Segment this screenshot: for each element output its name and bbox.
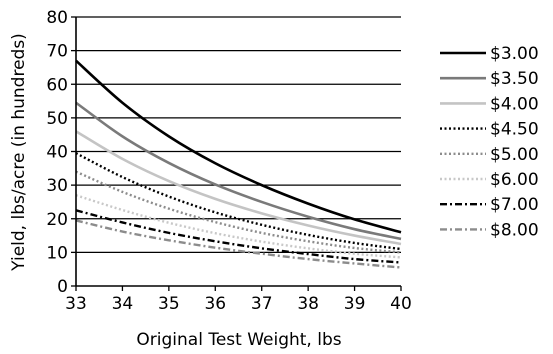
x-tick-label-39: 39	[344, 294, 366, 314]
y-tick-label-60: 60	[46, 75, 68, 95]
series-lines	[75, 59, 402, 269]
y-tick-label-50: 50	[46, 109, 68, 129]
x-tick-label-36: 36	[204, 294, 226, 314]
series-line-6	[75, 209, 402, 264]
y-tick-label-40: 40	[46, 143, 68, 163]
x-tick-label-37: 37	[251, 294, 273, 314]
legend-label-0: $3.00	[490, 44, 539, 64]
legend-label-6: $7.00	[490, 195, 539, 215]
y-tick-labels: 0 10 20 30 40 50 60 70 80	[46, 8, 68, 297]
legend-label-1: $3.50	[490, 69, 539, 89]
series-line-1	[75, 101, 402, 241]
x-tick-label-35: 35	[158, 294, 180, 314]
y-axis-label: Yield, lbs/acre (in hundreds)	[9, 33, 29, 272]
x-axis-label: Original Test Weight, lbs	[136, 330, 341, 350]
x-tick-label-40: 40	[390, 294, 412, 314]
axes	[71, 16, 402, 291]
x-tick-label-38: 38	[297, 294, 319, 314]
legend-label-2: $4.00	[490, 94, 539, 114]
series-line-3	[75, 152, 402, 251]
x-tick-label-33: 33	[65, 294, 87, 314]
series-line-0	[75, 59, 402, 234]
y-tick-label-30: 30	[46, 176, 68, 196]
legend: $3.00 $3.50 $4.00 $4.50 $5.00 $6.00 $7.00 $8.00	[440, 44, 539, 240]
legend-label-4: $5.00	[490, 145, 539, 165]
series-line-5	[75, 194, 402, 259]
series-line-4	[75, 170, 402, 254]
legend-label-3: $4.50	[490, 120, 539, 140]
y-tick-label-10: 10	[46, 243, 68, 263]
series-line-7	[75, 219, 402, 269]
y-tick-label-80: 80	[46, 8, 68, 28]
legend-label-5: $6.00	[490, 170, 539, 190]
y-tick-label-20: 20	[46, 210, 68, 230]
grid-lines	[76, 16, 401, 254]
y-tick-label-0: 0	[57, 277, 68, 297]
y-tick-label-70: 70	[46, 42, 68, 62]
series-line-2	[75, 130, 402, 246]
legend-label-7: $8.00	[490, 220, 539, 240]
x-tick-labels: 33 34 35 36 37 38 39 40	[65, 294, 412, 314]
x-tick-label-34: 34	[112, 294, 134, 314]
